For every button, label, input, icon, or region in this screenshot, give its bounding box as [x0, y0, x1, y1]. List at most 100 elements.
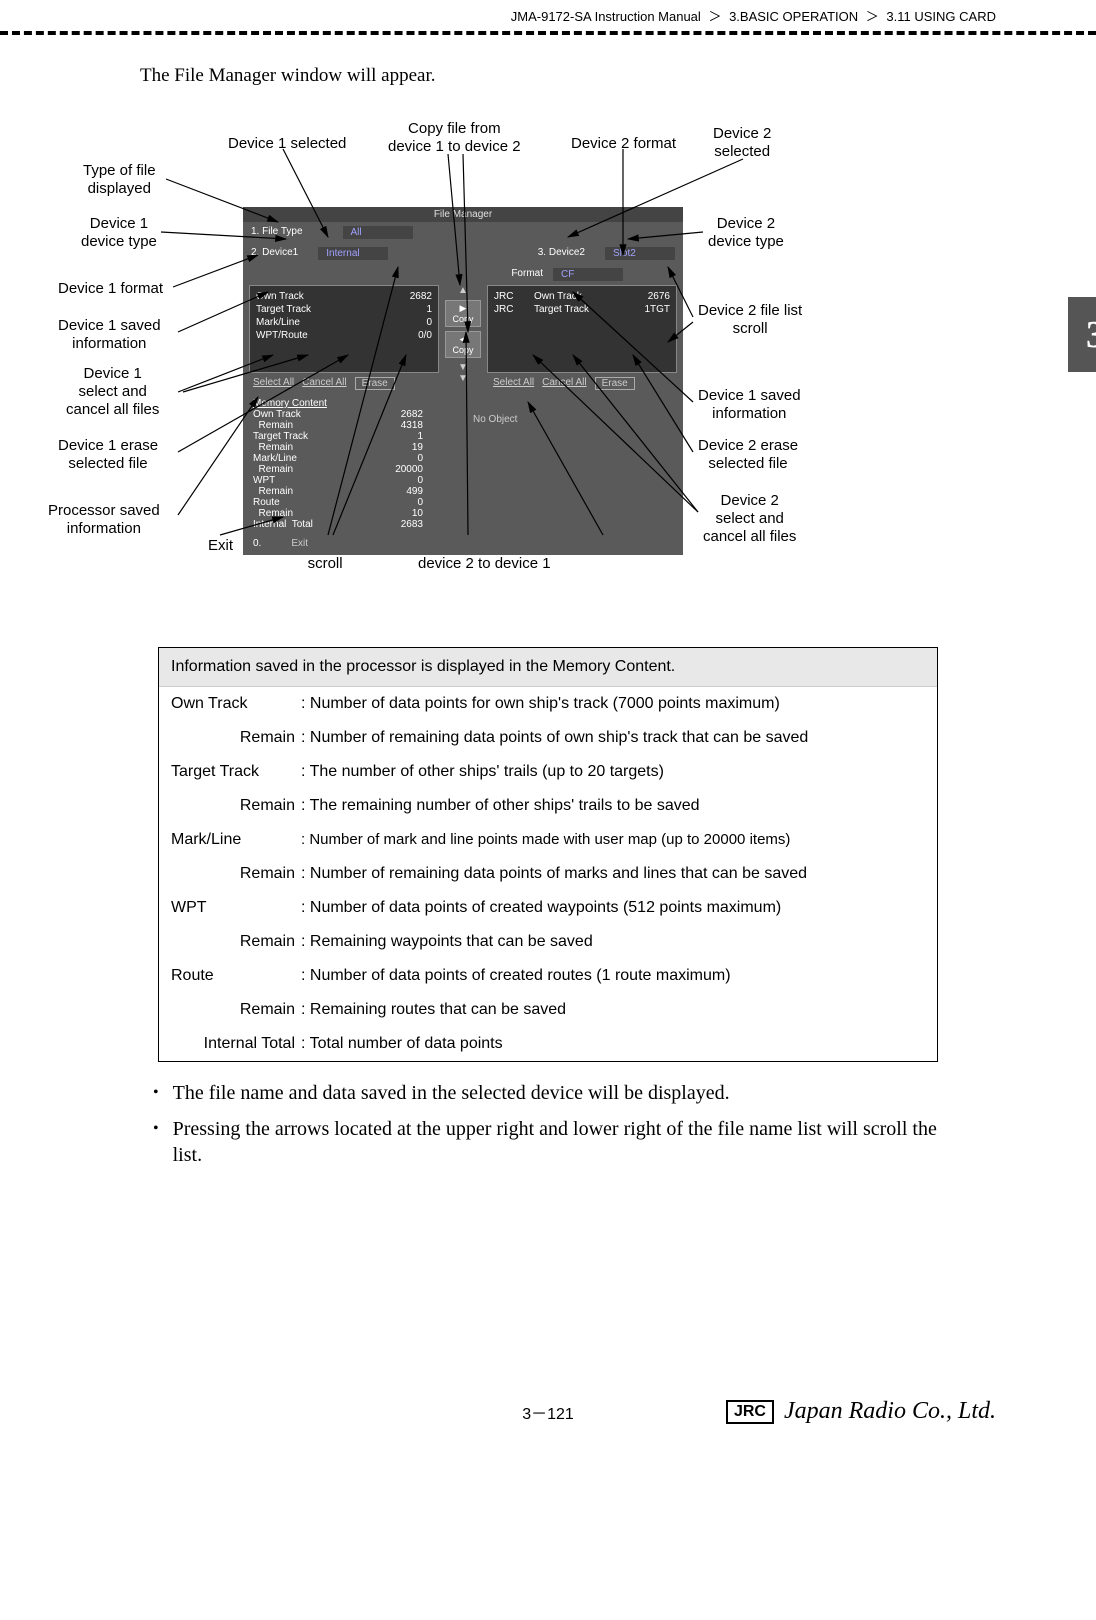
fm-panel1-content: Own Track2682Target Track1Mark/Line0WPT/…	[256, 290, 432, 342]
info-desc: : Number of data points of created route…	[301, 967, 925, 985]
label-dev1-selected: Device 1 selected	[228, 135, 346, 153]
fm-title: File Manager	[243, 207, 683, 222]
label-dev2-erase: Device 2 erase selected file	[698, 437, 798, 473]
dev1-cancel-all[interactable]: Cancel All	[302, 377, 346, 390]
page-number: 3－121	[522, 1400, 574, 1424]
breadcrumb: JMA-9172-SA Instruction Manual ＞ 3.BASIC…	[0, 0, 1096, 29]
label-type-of-file: Type of file displayed	[83, 162, 156, 198]
dev2-select-all[interactable]: Select All	[493, 377, 534, 390]
footer-logo: JRC Japan Radio Co., Ltd.	[726, 1398, 996, 1425]
fm-file-type-label: 1. File Type	[251, 226, 303, 239]
fm-format-value[interactable]: CF	[553, 268, 623, 281]
info-label: Remain	[171, 797, 301, 815]
label-dev1-format: Device 1 format	[58, 280, 163, 298]
info-row: Remain: Number of remaining data points …	[159, 857, 937, 891]
info-desc: : The remaining number of other ships' t…	[301, 797, 925, 815]
info-label: Remain	[171, 933, 301, 951]
company-name: Japan Radio Co., Ltd.	[784, 1398, 996, 1425]
info-row: Mark/Line: Number of mark and line point…	[159, 823, 937, 857]
bullet-list: •The file name and data saved in the sel…	[153, 1080, 943, 1168]
breadcrumb-chapter: 3.BASIC OPERATION	[729, 9, 858, 24]
label-dev2-scroll: Device 2 file list scroll	[698, 302, 802, 338]
diagram: 3 Device 1 selected Copy file from devic…	[48, 107, 1048, 597]
info-row: Internal Total: Total number of data poi…	[159, 1027, 937, 1061]
info-desc: : The number of other ships' trails (up …	[301, 763, 925, 781]
info-row: Remain: Remaining routes that can be sav…	[159, 993, 937, 1027]
fm-device2-value[interactable]: Slot2	[605, 247, 675, 260]
info-label: Mark/Line	[171, 831, 301, 849]
memory-row: Remain20000	[253, 464, 423, 475]
scroll-down-icon[interactable]: ▼	[458, 362, 468, 373]
copy-2to1-button[interactable]: ◀Copy	[445, 331, 481, 358]
panel1-row: Mark/Line0	[256, 316, 432, 329]
label-dev1-saved-r: Device 1 saved information	[698, 387, 801, 423]
bullet-item: •The file name and data saved in the sel…	[153, 1080, 943, 1106]
info-table-header: Information saved in the processor is di…	[159, 648, 937, 687]
label-dev1-erase: Device 1 erase selected file	[58, 437, 158, 473]
info-row: Route: Number of data points of created …	[159, 959, 937, 993]
scroll-up-icon[interactable]: ▲	[458, 285, 468, 296]
info-desc: : Remaining routes that can be saved	[301, 1001, 925, 1019]
memory-row: Remain10	[253, 508, 423, 519]
chapter-tab: 3	[1068, 297, 1096, 372]
dev2-erase[interactable]: Erase	[595, 377, 635, 390]
label-dev1-select-cancel: Device 1 select and cancel all files	[66, 365, 159, 419]
intro-text: The File Manager window will appear.	[140, 65, 1096, 87]
bullet-item: •Pressing the arrows located at the uppe…	[153, 1116, 943, 1168]
label-dev2-format: Device 2 format	[571, 135, 676, 153]
memory-content: Own Track2682 Remain4318Target Track1 Re…	[253, 409, 453, 530]
panel1-row: WPT/Route0/0	[256, 329, 432, 342]
info-row: Remain: The remaining number of other sh…	[159, 789, 937, 823]
exit-button[interactable]: Exit	[291, 538, 308, 549]
dev1-erase[interactable]: Erase	[355, 377, 395, 390]
info-label: Remain	[171, 865, 301, 883]
label-dev1-saved: Device 1 saved information	[58, 317, 161, 353]
bullet-dot: •	[153, 1119, 159, 1168]
fm-device1-value[interactable]: Internal	[318, 247, 388, 260]
breadcrumb-section: 3.11 USING CARD	[886, 9, 996, 24]
info-desc: : Remaining waypoints that can be saved	[301, 933, 925, 951]
info-label: Route	[171, 967, 301, 985]
info-desc: : Number of data points of created waypo…	[301, 899, 925, 917]
fm-device1-label: 2. Device1	[251, 247, 298, 260]
memory-row: Target Track1	[253, 431, 423, 442]
label-copy-1to2: Copy file from device 1 to device 2	[388, 120, 521, 156]
bullet-dot: •	[153, 1083, 159, 1106]
info-desc: : Number of remaining data points of mar…	[301, 865, 925, 883]
info-row: Target Track: The number of other ships'…	[159, 755, 937, 789]
dev2-cancel-all[interactable]: Cancel All	[542, 377, 586, 390]
info-row: Remain: Number of remaining data points …	[159, 721, 937, 755]
info-label: Target Track	[171, 763, 301, 781]
fm-device2-label: 3. Device2	[538, 247, 585, 260]
info-label: Remain	[171, 729, 301, 747]
memory-row: Remain499	[253, 486, 423, 497]
dashed-divider	[0, 31, 1096, 35]
label-dev2-type: Device 2 device type	[708, 215, 784, 251]
scroll-down-icon-2[interactable]: ▼	[443, 373, 483, 394]
info-row: Own Track: Number of data points for own…	[159, 687, 937, 721]
fm-format-label: Format	[511, 268, 543, 281]
fm-panel-device2: JRCOwn Track2676JRCTarget Track1TGT	[487, 285, 677, 373]
memory-row: Remain19	[253, 442, 423, 453]
memory-row: WPT0	[253, 475, 423, 486]
panel2-row: JRCOwn Track2676	[494, 290, 670, 303]
panel1-row: Own Track2682	[256, 290, 432, 303]
fm-file-type-value[interactable]: All	[343, 226, 413, 239]
panel1-row: Target Track1	[256, 303, 432, 316]
label-dev2-select-cancel: Device 2 select and cancel all files	[703, 492, 796, 546]
file-manager-window: File Manager 1. File Type All 2. Device1…	[243, 207, 683, 555]
label-dev1-type: Device 1 device type	[81, 215, 157, 251]
message-area: No Object	[463, 394, 683, 534]
memory-row: Mark/Line0	[253, 453, 423, 464]
jrc-logo: JRC	[726, 1400, 774, 1424]
exit-num: 0.	[253, 538, 261, 549]
info-label: Remain	[171, 1001, 301, 1019]
info-desc: : Number of data points for own ship's t…	[301, 695, 925, 713]
copy-1to2-button[interactable]: ▶Copy	[445, 300, 481, 327]
memory-content-title: Memory Content	[253, 398, 453, 409]
fm-panel2-content: JRCOwn Track2676JRCTarget Track1TGT	[494, 290, 670, 316]
memory-row: Route0	[253, 497, 423, 508]
info-row: WPT: Number of data points of created wa…	[159, 891, 937, 925]
dev1-select-all[interactable]: Select All	[253, 377, 294, 390]
memory-row: Remain4318	[253, 420, 423, 431]
